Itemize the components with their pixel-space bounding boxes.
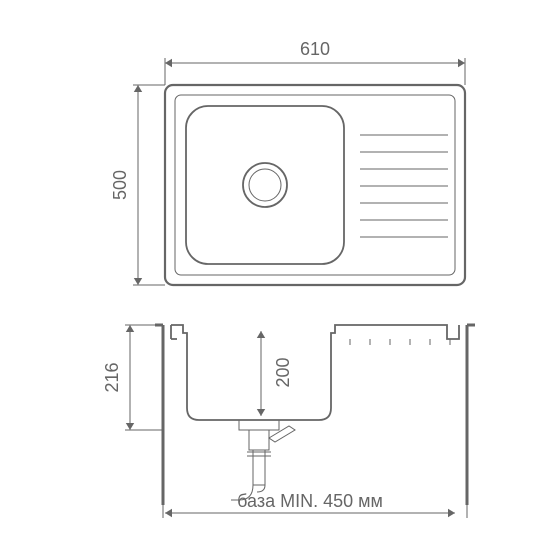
drain-inner — [249, 169, 281, 201]
overflow-inlet — [269, 426, 295, 442]
depth-216-label: 216 — [102, 362, 122, 392]
height-label: 500 — [110, 170, 130, 200]
sink-top-outer — [165, 85, 465, 285]
cabinet-sides — [163, 325, 467, 505]
sink-bowl — [186, 106, 344, 264]
depth-200-label: 200 — [273, 357, 293, 387]
base-min-label: база MIN. 450 мм — [237, 491, 383, 511]
width-label: 610 — [300, 39, 330, 59]
sink-top-inner-rim — [175, 95, 455, 275]
drain-flange — [239, 420, 279, 430]
tailpipe — [253, 450, 265, 485]
drain-outer — [243, 163, 287, 207]
sink-section-profile — [171, 325, 459, 420]
